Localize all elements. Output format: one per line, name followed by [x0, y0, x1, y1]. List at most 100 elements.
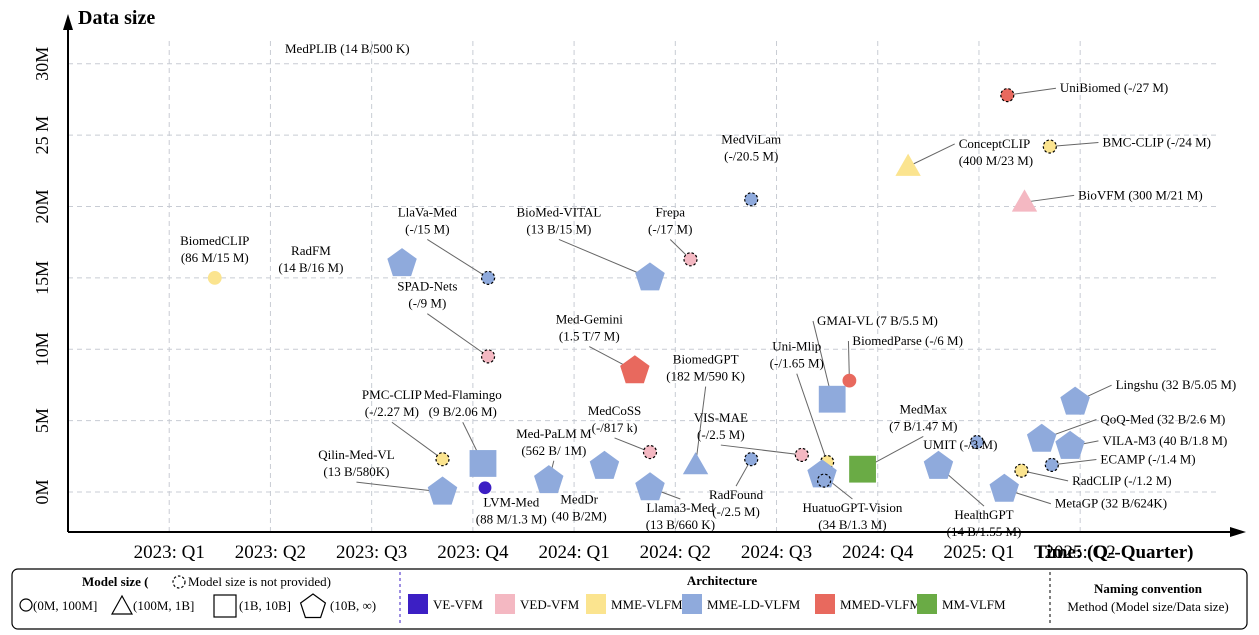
- point-19-label: Uni-Mlip (-/1.65 M): [770, 339, 824, 371]
- point-11-label: Med-Gemini (1.5 T/7 M): [556, 312, 624, 344]
- legend-model-size-note: Model size is not provided): [188, 574, 331, 589]
- legend-model-size-title: Model size (: [82, 574, 148, 589]
- point-10-label: Frepa (-/17 M): [648, 204, 692, 236]
- point-20-label-line-1: (34 B/1.3 M): [818, 517, 886, 532]
- legend-arch-swatch-1: [495, 594, 515, 614]
- point-27-label-line-0: UMIT (-/3 M): [923, 437, 997, 452]
- point-16-label-line-0: MedViLam: [721, 132, 781, 147]
- grid-lines: [68, 38, 1220, 532]
- point-2-circle: [480, 270, 496, 285]
- point-9-pentagon: [635, 262, 665, 291]
- point-26-leader: [907, 143, 955, 167]
- legend-arch-label-0: VE-VFM: [433, 597, 483, 612]
- x-tick-label-0: 2023: Q1: [134, 542, 205, 563]
- point-17-label: RadFound (-/2.5 M): [709, 487, 764, 519]
- point-10-label-line-1: (-/17 M): [648, 221, 692, 236]
- y-axis-arrow-icon: [63, 14, 73, 30]
- point-3-label-line-1: (-/9 M): [408, 296, 446, 311]
- point-17-circle: [744, 452, 759, 467]
- point-35-label-line-0: ECAMP (-/1.4 M): [1100, 451, 1195, 466]
- point-35-circle: [1044, 457, 1059, 472]
- x-tick-label-3: 2023: Q4: [437, 542, 509, 563]
- point-22-label: GMAI-VL (7 B/5.5 M): [817, 313, 938, 328]
- point-15-label: BiomedGPT (182 M/590 K): [666, 352, 745, 384]
- point-20-label-line-0: HuatuoGPT-Vision: [803, 500, 903, 515]
- x-tick-label-2: 2023: Q3: [336, 542, 407, 563]
- point-19-label-line-0: Uni-Mlip: [772, 339, 821, 354]
- y-tick-label-0: 0M: [32, 480, 52, 505]
- point-13-label-line-0: MedDr: [560, 491, 598, 506]
- legend-architecture-title: Architecture: [687, 573, 757, 588]
- point-0-label-line-1: (86 M/15 M): [181, 250, 249, 265]
- point-9-label-line-1: (13 B/15 M): [526, 221, 591, 236]
- point-8-label: Med-PaLM M (562 B/ 1M): [516, 426, 592, 458]
- point-5-label-line-1: (9 B/2.06 M): [429, 404, 497, 419]
- point-10-label-line-0: Frepa: [655, 204, 685, 219]
- point-18-leader: [720, 444, 802, 456]
- point-23-label: BiomedParse (-/6 M): [852, 333, 962, 348]
- legend-size-3: (10B, ∞): [330, 598, 376, 613]
- point-18-label: VIS-MAE (-/2.5 M): [694, 410, 748, 442]
- point-22-square: [818, 385, 846, 413]
- point-1-label-line-1: (14 B/16 M): [278, 260, 343, 275]
- y-tick-label-3: 15M: [32, 261, 52, 295]
- point-7-label: LVM-Med (88 M/1.3 M): [476, 494, 547, 526]
- x-axis-label: Time: (Q--Quarter): [1034, 542, 1194, 563]
- point-30-label: BMC-CLIP (-/24 M): [1102, 135, 1211, 150]
- point-27-circle: [969, 434, 985, 450]
- point-15-triangle: [682, 452, 709, 475]
- point-6-label-line-1: (13 B/580K): [323, 464, 389, 479]
- point-34-label: VILA-M3 (40 B/1.8 M): [1102, 433, 1227, 448]
- legend-size-1: (100M, 1B]: [133, 598, 194, 613]
- point-1-label: RadFM (14 B/16 M): [278, 243, 343, 275]
- point-32-pentagon: [1060, 386, 1090, 415]
- point-0-circle: [207, 270, 222, 285]
- point-6-leader: [356, 481, 443, 493]
- point-8-label-line-1: (562 B/ 1M): [521, 443, 586, 458]
- point-37-label-line-0: MetaGP (32 B/624K): [1055, 496, 1167, 511]
- point-4-label-line-1: (-/2.27 M): [365, 404, 419, 419]
- point-30-circle: [1042, 139, 1057, 154]
- point-1-pentagon: [387, 248, 417, 277]
- legend-naming-title: Naming convention: [1094, 581, 1203, 596]
- point-15-label-line-1: (182 M/590 K): [666, 369, 745, 384]
- point-0-label-line-0: BiomedCLIP: [180, 233, 249, 248]
- legend-arch-swatch-3: [682, 594, 702, 614]
- point-3-label-line-0: SPAD-Nets: [397, 279, 457, 294]
- point-15-label-line-0: BiomedGPT: [673, 352, 739, 367]
- point-26-label-line-1: (400 M/23 M): [959, 153, 1033, 168]
- point-10-circle: [683, 252, 698, 267]
- point-25-label-line-1: (7 B/1.47 M): [889, 418, 957, 433]
- x-tick-labels: 2023: Q1 2023: Q2 2023: Q3 2023: Q4 2024: Q1…: [134, 542, 1116, 563]
- point-25-label-line-0: MedMax: [899, 401, 947, 416]
- point-5-label: Med-Flamingo (9 B/2.06 M): [424, 387, 502, 419]
- x-axis-arrow-icon: [1230, 527, 1246, 537]
- legend-arch-swatch-0: [408, 594, 428, 614]
- legend-naming-text: Method (Model size/Data size): [1067, 599, 1228, 614]
- point-13-pentagon: [589, 450, 620, 479]
- point-20-label: HuatuoGPT-Vision (34 B/1.3 M): [803, 500, 903, 532]
- point-17-label-line-1: (-/2.5 M): [712, 504, 760, 519]
- point-27-label: UMIT (-/3 M): [923, 437, 997, 452]
- legend-model-size-title-text: Model size (: [82, 574, 148, 589]
- point-12-label: MedCoSS (-/817 k): [588, 403, 641, 435]
- point-31-triangle: [1011, 189, 1038, 212]
- point-36-label-line-0: RadCLIP (-/1.2 M): [1072, 473, 1172, 488]
- point-13-label-line-1: (40 B/2M): [552, 508, 607, 523]
- point-2-label-line-0: LlaVa-Med: [398, 204, 458, 219]
- header-label-medplib: MedPLIB (14 B/500 K): [285, 41, 410, 56]
- point-6-label: Qilin-Med-VL (13 B/580K): [318, 447, 395, 479]
- point-9-label: BioMed-VITAL (13 B/15 M): [516, 204, 601, 236]
- point-11-label-line-1: (1.5 T/7 M): [559, 329, 620, 344]
- y-tick-label-4: 20M: [32, 189, 52, 223]
- point-7-label-line-1: (88 M/1.3 M): [476, 511, 547, 526]
- point-4-label: PMC-CLIP (-/2.27 M): [362, 387, 422, 419]
- point-29-label: UniBiomed (-/27 M): [1060, 80, 1168, 95]
- y-tick-label-6: 30M: [32, 47, 52, 81]
- point-1-label-line-0: RadFM: [291, 243, 331, 258]
- point-14-pentagon: [635, 472, 665, 501]
- point-6-pentagon: [427, 476, 458, 505]
- point-8-label-line-0: Med-PaLM M: [516, 426, 592, 441]
- legend-size-0: (0M, 100M]: [33, 598, 97, 613]
